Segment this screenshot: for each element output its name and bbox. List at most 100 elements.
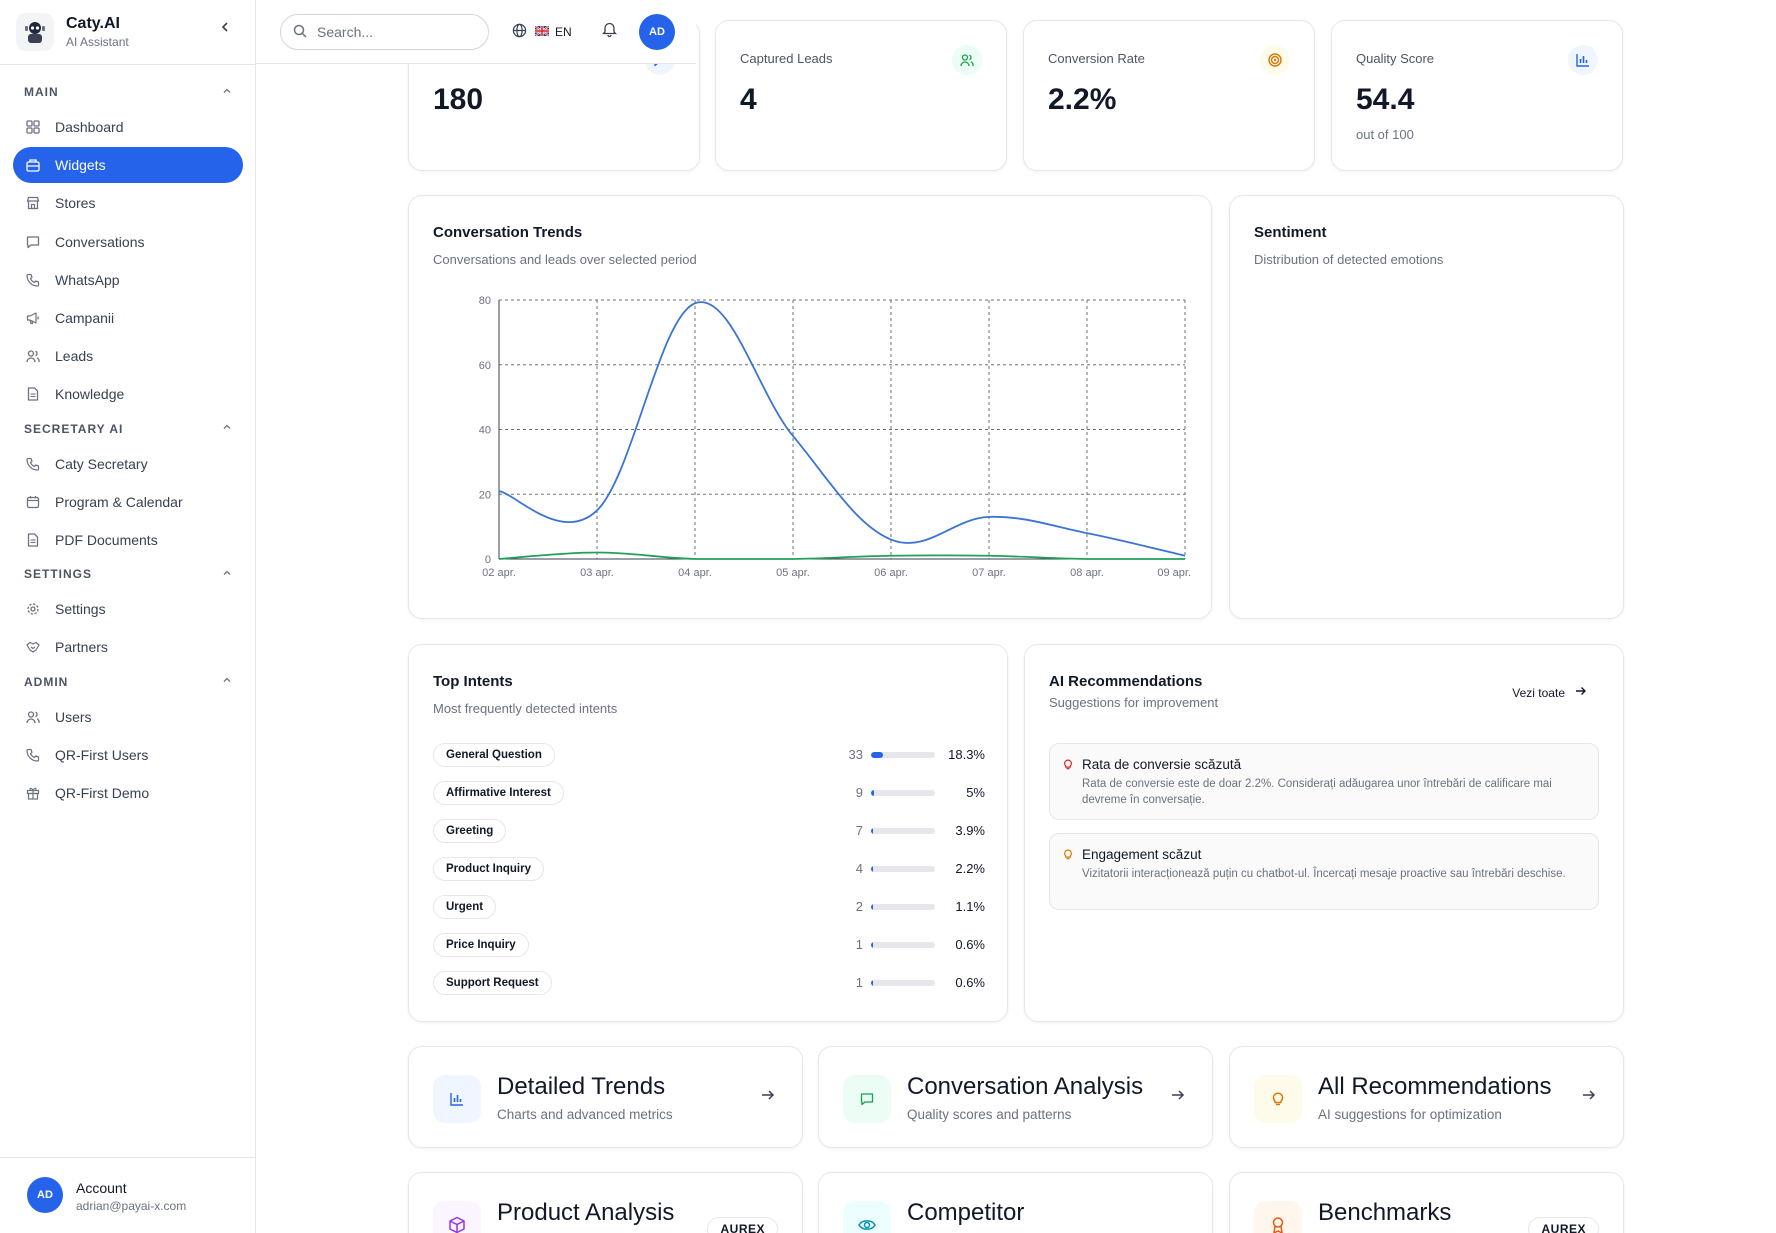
stat-value: 180 — [433, 83, 484, 116]
calendar-icon — [25, 494, 41, 510]
user-avatar[interactable]: AD — [639, 14, 675, 50]
chat-icon — [25, 234, 41, 250]
see-all-link[interactable]: Vezi toate — [1512, 685, 1587, 700]
chevron-up-icon — [222, 422, 232, 435]
recommendation-item[interactable]: Engagement scăzut Vizitatorii interacțion… — [1049, 833, 1599, 910]
y-tick-label: 60 — [479, 360, 491, 372]
nav-card-title: Conversation Analysis — [907, 1073, 1144, 1100]
sidebar-item-widgets[interactable]: Widgets — [13, 147, 243, 184]
search-box[interactable] — [280, 14, 489, 50]
recommendation-title: Engagement scăzut — [1082, 847, 1202, 862]
stat-card-conversion-rate: Conversion Rate 2.2% — [1023, 20, 1315, 171]
search-input[interactable] — [317, 24, 467, 40]
series-line-0 — [498, 301, 1186, 557]
award-icon — [1254, 1201, 1302, 1233]
x-tick-label: 04 apr. — [678, 567, 712, 579]
nav-card-conversation-analysis[interactable]: Conversation Analysis Quality scores and … — [818, 1046, 1213, 1148]
bell-icon[interactable] — [601, 21, 618, 41]
chat-icon — [843, 1075, 891, 1123]
nav-card-title: Benchmarks — [1318, 1199, 1452, 1226]
bar-chart-icon — [1568, 45, 1598, 75]
target-icon — [1260, 45, 1290, 75]
sidebar-item-pdf-documents[interactable]: PDF Documents — [13, 522, 243, 558]
phone-icon — [25, 272, 41, 288]
recommendation-item[interactable]: Rata de conversie scăzută Rata de convers… — [1049, 743, 1599, 820]
recommendation-text: Rata de conversie este de doar 2.2%. Con… — [1082, 778, 1552, 806]
nav-section-header[interactable]: ADMIN — [24, 672, 232, 692]
megaphone-icon — [25, 310, 41, 326]
stat-label: Conversion Rate — [1048, 51, 1145, 66]
chevron-up-icon — [222, 86, 232, 99]
stat-subtext: out of 100 — [1356, 127, 1414, 142]
nav-card-product-analysis[interactable]: Product Analysis AUREX — [408, 1172, 803, 1233]
x-tick-label: 02 apr. — [482, 567, 516, 579]
nav-card-competitor[interactable]: Competitor — [818, 1172, 1213, 1233]
search-icon — [293, 24, 307, 41]
sidebar-item-label: Widgets — [55, 157, 106, 174]
sidebar-item-dashboard[interactable]: Dashboard — [13, 109, 243, 145]
intent-badge: Urgent — [433, 895, 497, 919]
sidebar-item-program-calendar[interactable]: Program & Calendar — [13, 484, 243, 520]
intent-count: 9 — [855, 785, 863, 800]
intent-row: Urgent 2 1.1% — [433, 893, 985, 921]
nav-section-header[interactable]: SETTINGS — [24, 564, 232, 584]
intent-badge: Price Inquiry — [433, 933, 529, 957]
stat-label: Quality Score — [1356, 51, 1435, 66]
card-subtitle: Distribution of detected emotions — [1254, 252, 1444, 267]
language-label: EN — [555, 25, 572, 39]
sidebar: Caty.AI AI Assistant MAIN Dashboard Widget… — [0, 0, 256, 1233]
collapse-sidebar-icon[interactable] — [219, 20, 231, 38]
sidebar-item-users[interactable]: Users — [13, 699, 243, 735]
avatar[interactable]: AD — [27, 1177, 63, 1213]
sidebar-item-caty-secretary[interactable]: Caty Secretary — [13, 446, 243, 482]
sidebar-item-campanii[interactable]: Campanii — [13, 300, 243, 336]
globe-icon — [512, 23, 527, 42]
intent-progress-bar — [871, 866, 935, 872]
intent-badge: Support Request — [433, 971, 552, 995]
account-email: adrian@payai-x.com — [76, 1199, 187, 1213]
nav-section-header[interactable]: MAIN — [24, 82, 232, 102]
sidebar-item-label: PDF Documents — [55, 532, 158, 548]
language-selector[interactable]: EN — [512, 22, 572, 42]
sidebar-item-conversations[interactable]: Conversations — [13, 224, 243, 260]
sidebar-item-label: Leads — [55, 348, 94, 365]
sentiment-card: Sentiment Distribution of detected emoti… — [1229, 195, 1624, 619]
card-subtitle: Conversations and leads over selected pe… — [433, 252, 697, 267]
sidebar-item-qr-first-users[interactable]: QR-First Users — [13, 737, 243, 773]
nav-section-header[interactable]: SECRETARY AI — [24, 419, 232, 439]
sidebar-item-settings[interactable]: Settings — [13, 591, 243, 627]
nav-card-all-recommendations[interactable]: All Recommendations AI suggestions for op… — [1229, 1046, 1624, 1148]
intent-count: 7 — [855, 823, 863, 838]
intent-row: Price Inquiry 1 0.6% — [433, 931, 985, 959]
intent-count: 4 — [855, 861, 863, 876]
recommendation-text: Vizitatorii interacționează puțin cu cha… — [1082, 868, 1566, 880]
sidebar-item-leads[interactable]: Leads — [13, 338, 243, 374]
nav-card-benchmarks[interactable]: Benchmarks AUREX — [1229, 1172, 1624, 1233]
nav-card-detailed-trends[interactable]: Detailed Trends Charts and advanced metri… — [408, 1046, 803, 1148]
chevron-up-icon — [222, 568, 232, 581]
intent-progress-bar — [871, 790, 935, 796]
sidebar-item-label: Dashboard — [55, 119, 124, 135]
brand: Caty.AI AI Assistant — [16, 12, 240, 52]
intent-percent: 1.1% — [955, 899, 985, 914]
intent-progress-fill — [871, 980, 873, 986]
sidebar-item-whatsapp[interactable]: WhatsApp — [13, 262, 243, 298]
widgets-icon — [25, 157, 41, 173]
divider — [0, 64, 255, 65]
y-tick-label: 20 — [479, 489, 491, 501]
intent-progress-bar — [871, 980, 935, 986]
sidebar-item-knowledge[interactable]: Knowledge — [13, 376, 243, 412]
stat-card-quality-score: Quality Score 54.4 out of 100 — [1331, 20, 1623, 171]
nav-card-subtitle: AI suggestions for optimization — [1318, 1107, 1502, 1122]
intent-count: 33 — [848, 747, 863, 762]
card-title: Top Intents — [433, 673, 513, 690]
sidebar-item-qr-first-demo[interactable]: QR-First Demo — [13, 775, 243, 811]
sidebar-item-label: Caty Secretary — [55, 455, 148, 472]
sidebar-item-partners[interactable]: Partners — [13, 629, 243, 665]
sidebar-item-stores[interactable]: Stores — [13, 185, 243, 221]
intent-progress-fill — [871, 942, 873, 948]
account-menu[interactable]: AD Account adrian@payai-x.com — [0, 1157, 255, 1233]
x-tick-label: 05 apr. — [776, 567, 810, 579]
sidebar-item-label: QR-First Demo — [55, 785, 150, 801]
card-subtitle: Suggestions for improvement — [1049, 695, 1219, 710]
